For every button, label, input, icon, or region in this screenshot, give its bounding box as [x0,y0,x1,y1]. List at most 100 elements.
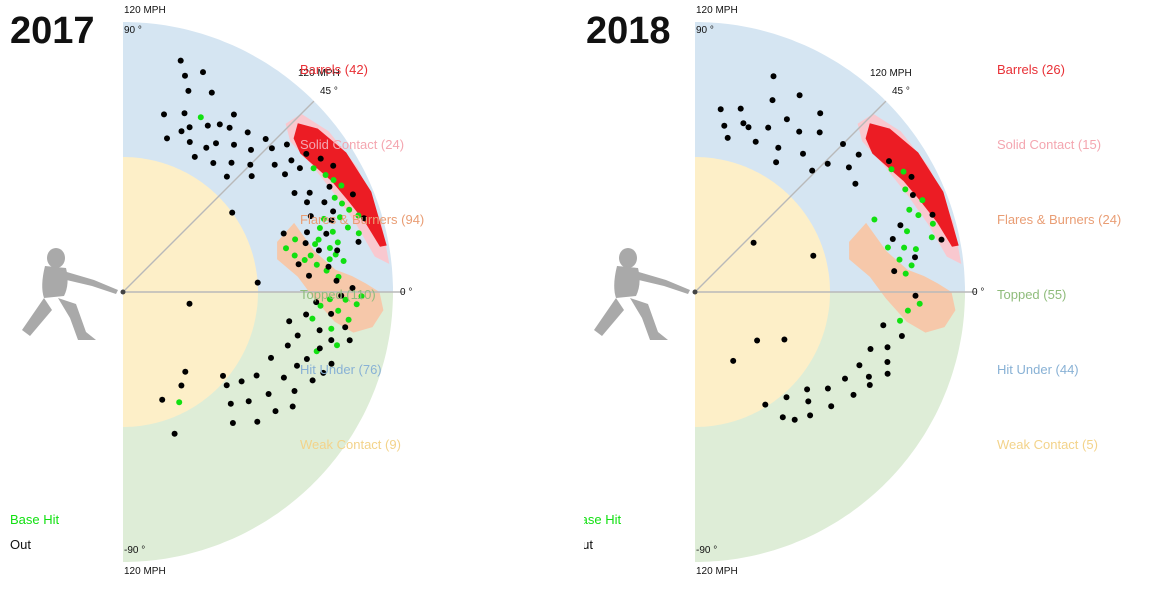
out-point [268,354,274,361]
base-hit-point [342,296,349,303]
out-point [842,375,848,382]
out-point [328,310,335,317]
base-hit-point [334,342,340,349]
axis-label-0-degrees: 0 ° [972,287,985,298]
legend-hit-under: Hit Under (76) [300,362,382,377]
out-point [328,360,335,367]
out-point [186,139,193,145]
base-hit-point [355,212,362,219]
out-point [909,192,916,198]
out-point [284,342,291,349]
out-point [182,368,189,375]
batter-silhouette-icon [22,248,118,340]
out-point [182,72,188,79]
base-hit-point [346,206,353,213]
base-hit-point [315,236,322,243]
out-point [253,372,260,379]
axis-label-45-speed: 120 MPH [298,68,340,79]
out-point [159,396,166,403]
out-point [226,124,233,131]
key-out: Out [10,537,31,552]
out-point [186,300,193,307]
out-point [779,414,786,421]
axis-label-45-degrees: 45 ° [320,86,338,97]
base-hit-point [309,315,316,322]
out-point [283,141,290,148]
axis-label-bottom-speed: 120 MPH [124,566,166,577]
out-point [216,121,223,128]
base-hit-point [313,261,320,268]
base-hit-point [320,215,327,222]
out-point [306,189,313,196]
out-point [254,418,261,425]
out-point [321,199,328,206]
base-hit-point [884,244,891,251]
legend-solid-contact: Solid Contact (15) [997,137,1102,152]
base-hit-point [283,245,289,252]
axis-label-minus-90-degrees: -90 ° [696,545,718,556]
out-point [272,408,279,415]
out-point [227,400,234,407]
out-point [186,124,193,131]
key-base-hit: Base Hit [10,512,60,527]
out-point [268,145,275,152]
base-hit-point [330,177,337,183]
out-point [315,247,322,254]
home-plate-origin [692,289,698,295]
axis-label-top-speed: 120 MPH [696,5,738,16]
batter-silhouette-icon [594,248,690,340]
out-point [855,151,862,158]
out-point [306,272,312,279]
out-point [247,161,254,168]
out-point [850,391,857,398]
base-hit-point [896,256,903,263]
out-point [338,292,345,299]
base-hit-point [919,197,926,204]
out-point [355,238,362,245]
out-point [316,327,323,334]
out-point [737,105,744,112]
axis-label-bottom-speed: 120 MPH [696,566,738,577]
out-point [783,116,790,123]
base-hit-point [292,236,299,243]
home-plate-origin [120,289,126,295]
out-point [229,209,236,216]
axis-label-90-degrees: 90 ° [696,25,714,36]
out-point [762,401,769,408]
base-hit-point [329,228,336,235]
out-point [204,122,211,129]
out-point [304,199,310,206]
base-hit-point [328,325,335,332]
axis-label-top-speed: 120 MPH [124,5,166,16]
base-hit-point [353,301,360,308]
out-point [296,165,303,172]
out-point [171,430,178,437]
out-point [323,230,330,237]
out-point [908,173,915,180]
legend-barrels: Barrels (26) [997,62,1065,77]
out-point [866,382,873,388]
out-point [791,416,798,423]
out-point [929,211,936,218]
out-point [291,388,298,394]
base-hit-point [335,307,342,314]
out-point [824,385,831,392]
base-hit-point [929,220,936,227]
out-point [316,345,323,352]
guide-45-degree [694,100,887,293]
axis-label-90-degrees: 90 ° [124,25,142,36]
out-point [280,230,287,237]
legend-topped: Topped (55) [997,287,1067,302]
base-hit-point [322,172,329,178]
chart-2017-plot [22,22,405,562]
base-hit-point [345,316,352,323]
axis-label-minus-90-degrees: -90 ° [124,545,146,556]
base-hit-point [902,186,909,193]
legend-flares-burners: Flares & Burners (94) [300,212,425,227]
out-point [740,120,747,127]
out-point [244,129,251,136]
out-point [884,370,891,377]
out-point [325,263,332,270]
legend-flares-burners: Flares & Burners (24) [997,212,1122,227]
out-point [223,173,230,180]
